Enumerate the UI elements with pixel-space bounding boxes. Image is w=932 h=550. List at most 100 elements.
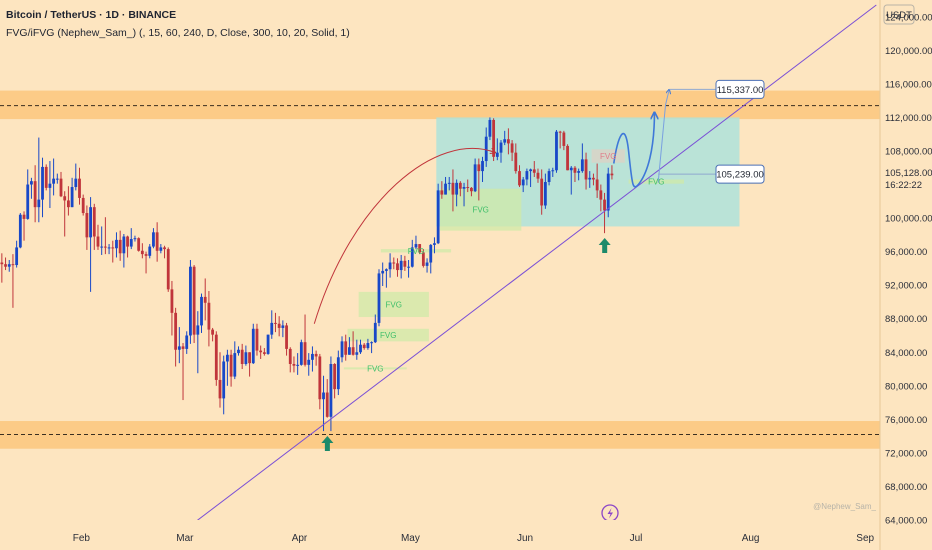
candle-body — [462, 187, 466, 189]
candle-body — [484, 136, 488, 162]
supply-demand-zone — [0, 421, 880, 449]
candle-body — [351, 347, 355, 355]
candle-body — [447, 182, 451, 184]
candle-body — [200, 296, 203, 326]
candle-body — [7, 264, 11, 267]
plot-area — [0, 4, 880, 520]
candle-body — [610, 173, 614, 176]
candle-body — [103, 246, 107, 248]
projection-target-arrow — [657, 89, 669, 183]
last-price-label: 105,128.00 — [885, 168, 932, 179]
candle-body — [518, 171, 521, 186]
candle-body — [140, 250, 144, 255]
candle-body — [133, 238, 137, 240]
indicator-legend[interactable]: FVG/iFVG (Nephew_Sam_) (, 15, 60, 240, D… — [6, 27, 350, 39]
candle-body — [96, 236, 100, 247]
candle-body — [107, 247, 111, 249]
candle-body — [436, 190, 440, 244]
candle-body — [285, 325, 288, 349]
candle-body — [577, 171, 581, 173]
fvg-label: FVG — [380, 331, 396, 340]
candle-body — [573, 167, 577, 173]
candle-body — [259, 350, 263, 353]
candle-body — [37, 199, 41, 208]
candle-body — [333, 364, 337, 390]
candle-body — [336, 357, 340, 390]
price-tick-label: 108,000.00 — [885, 146, 932, 157]
candle-body — [181, 346, 185, 349]
candle-body — [555, 131, 558, 171]
fvg-zone — [358, 291, 429, 318]
candle-body — [355, 352, 359, 355]
candle-body — [322, 392, 325, 400]
momentum-curve-arrow — [313, 148, 495, 324]
price-tick-label: 112,000.00 — [885, 113, 932, 124]
candle-body — [211, 329, 215, 335]
candle-body — [274, 322, 277, 324]
candle-body — [70, 187, 74, 208]
candle-body — [584, 159, 588, 180]
candle-body — [163, 247, 166, 250]
fvg-zone — [380, 249, 452, 253]
candle-body — [566, 145, 569, 171]
candle-body — [440, 190, 444, 195]
candle-body — [78, 178, 81, 198]
candle-body — [18, 214, 22, 248]
candle-body — [92, 207, 96, 237]
candle-body — [126, 236, 129, 247]
lightning-bolt-glyph — [607, 508, 613, 519]
candle-body — [580, 159, 584, 172]
price-tick-label: 116,000.00 — [885, 79, 932, 90]
fvg-label: FVG — [472, 206, 488, 215]
candle-body — [532, 169, 536, 173]
candle-body — [170, 289, 174, 313]
candle-body — [129, 239, 133, 247]
candle-body — [451, 182, 455, 195]
candle-body — [174, 312, 178, 350]
candle-body — [592, 177, 595, 180]
fvg-zone — [628, 179, 685, 184]
candle-body — [144, 254, 148, 256]
candle-body — [100, 246, 104, 248]
candle-body — [292, 364, 296, 366]
candle-body — [373, 322, 377, 343]
price-tick-label: 124,000.00 — [885, 12, 932, 23]
candle-body — [340, 341, 344, 358]
lightning-bolt-icon — [601, 504, 619, 520]
time-tick-label: Feb — [73, 533, 91, 544]
candle-body — [155, 232, 159, 251]
candle-body — [466, 187, 470, 189]
candle-body — [377, 273, 381, 323]
price-tick-label: 80,000.00 — [885, 381, 927, 392]
candle-body — [529, 169, 532, 172]
unit-badge — [883, 4, 915, 25]
candle-body — [606, 173, 610, 211]
price-tick-label: 96,000.00 — [885, 247, 927, 258]
candle-body — [118, 239, 122, 254]
fvg-zone — [440, 188, 522, 231]
symbol-title[interactable]: Bitcoin / TetherUS · 1D · BINANCE — [6, 9, 177, 21]
candle-body — [251, 328, 255, 364]
candle-body — [514, 152, 518, 172]
price-tick-label: 88,000.00 — [885, 314, 927, 325]
time-tick-label: Apr — [292, 533, 308, 544]
candle-body — [329, 364, 333, 417]
candle-body — [237, 349, 240, 354]
time-tick-label: Sep — [856, 533, 874, 544]
fvg-zone — [347, 328, 429, 342]
candle-body — [4, 264, 7, 267]
candle-body — [540, 178, 544, 206]
candle-body — [22, 214, 26, 219]
candle-body — [74, 178, 78, 188]
candle-body — [348, 347, 351, 355]
candle-body — [318, 356, 322, 400]
candle-body — [33, 181, 37, 208]
candle-body — [262, 352, 266, 354]
time-tick-label: Jun — [517, 533, 533, 544]
price-tick-label: 120,000.00 — [885, 46, 932, 57]
candle-body — [303, 342, 307, 365]
candle-body — [495, 152, 499, 157]
candle-body — [248, 352, 251, 364]
candle-body — [510, 143, 514, 153]
